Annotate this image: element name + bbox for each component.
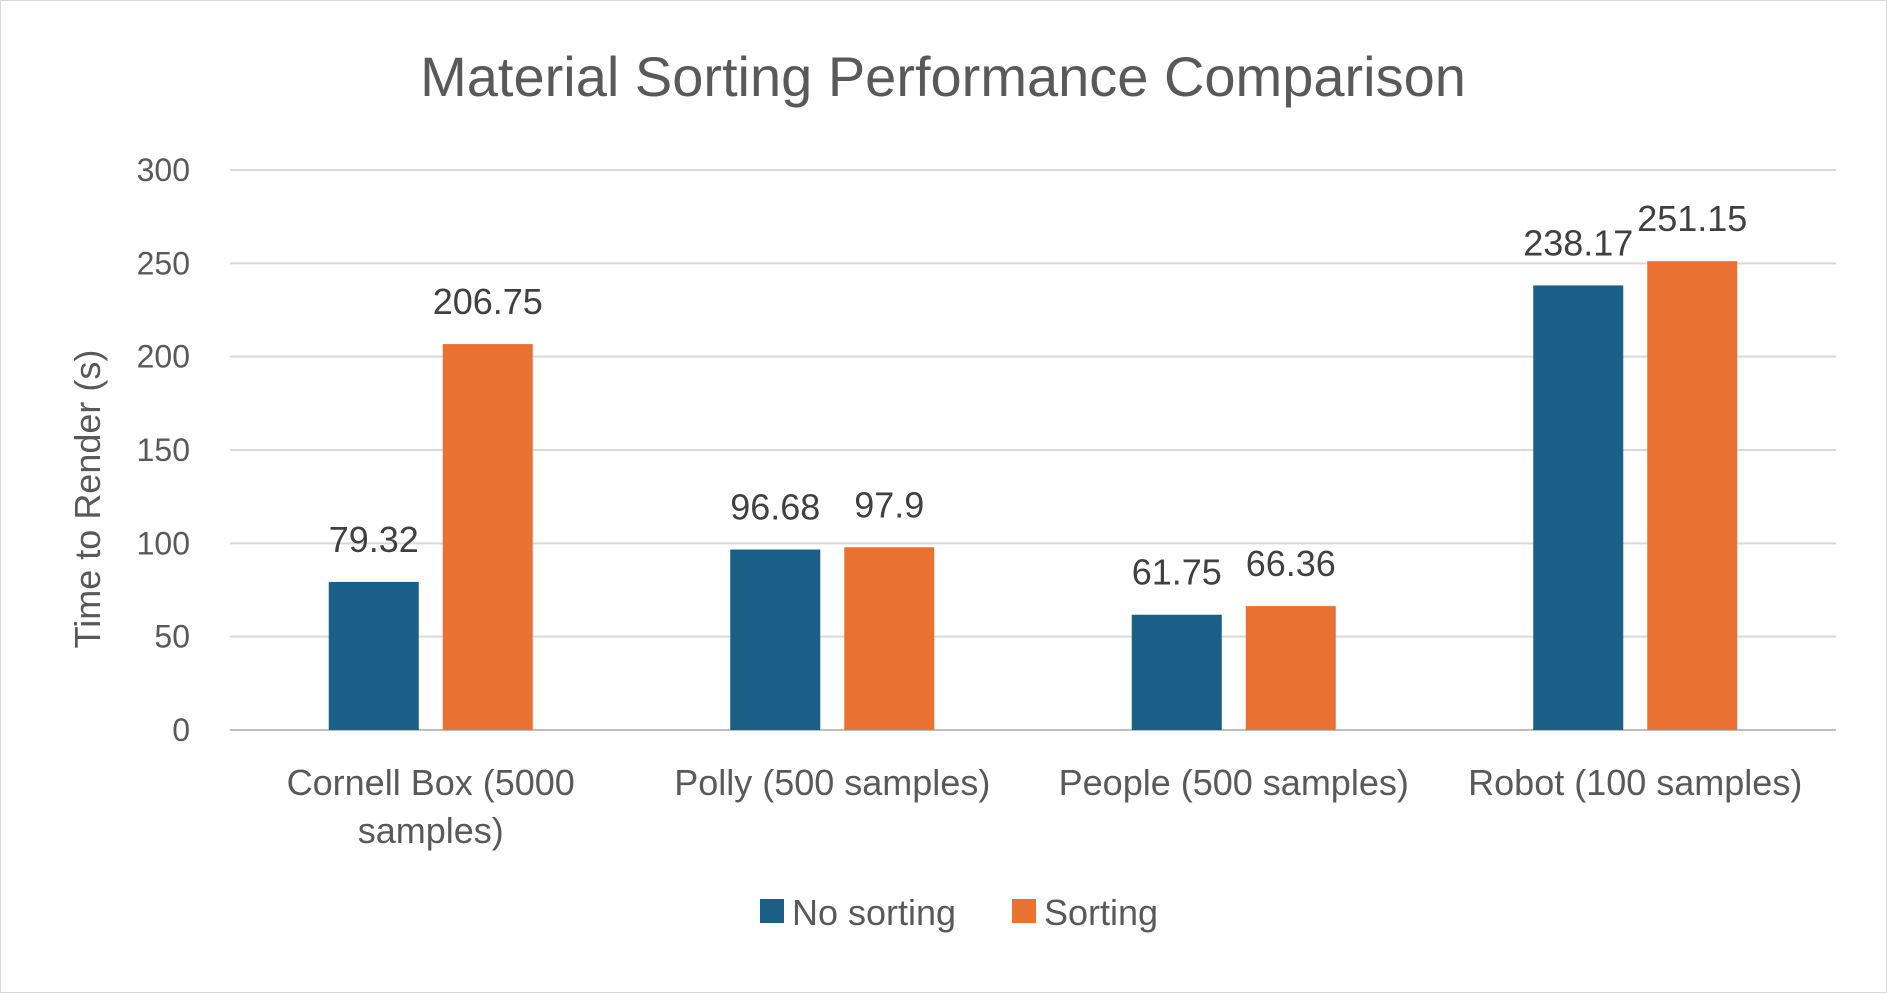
chart-title: Material Sorting Performance Comparison [420,45,1466,108]
category-label: Robot (100 samples) [1468,762,1802,803]
data-labels: 79.32 206.75 96.68 97.9 61.75 66.36 238.17251.… [329,198,1748,593]
data-label: 97.9 [854,484,924,525]
y-tick-label: 50 [154,619,190,655]
data-label: 61.75 [1132,552,1222,593]
bars [328,261,1738,730]
y-tick-label: 100 [137,525,190,561]
y-tick-label: 150 [137,432,190,468]
data-label: 238.17 [1523,222,1633,263]
category-label: Polly (500 samples) [674,762,990,803]
y-tick-label: 300 [137,152,190,188]
bar-sorting [1245,606,1336,730]
bar-no-sorting [1533,285,1624,730]
legend-label: Sorting [1044,892,1158,933]
bar-sorting [844,547,935,730]
bar-no-sorting [328,581,419,730]
data-label: 66.36 [1246,543,1336,584]
data-label: 206.75 [433,281,543,322]
legend-swatch [1012,899,1036,923]
bar-no-sorting [730,549,821,730]
bar-sorting [442,344,533,730]
legend-swatch [760,899,784,923]
data-label: 96.68 [730,487,820,528]
data-label: 79.32 [329,519,419,560]
y-axis-ticks: 0 50 100 150 200 250 300 [137,152,190,748]
legend: No sorting Sorting [760,892,1158,933]
x-axis-categories: Cornell Box (5000 samples) Polly (500 samp… [287,762,1803,851]
y-tick-label: 200 [137,339,190,375]
bar-no-sorting [1131,614,1222,730]
category-label: People (500 samples) [1059,762,1409,803]
bar-sorting [1647,261,1738,730]
legend-label: No sorting [792,892,956,933]
data-label: 251.15 [1637,198,1747,239]
y-tick-label: 0 [172,712,190,748]
category-label: Cornell Box (5000 samples) [287,762,575,851]
y-axis-label: Time to Render (s) [67,350,108,649]
y-tick-label: 250 [137,245,190,281]
